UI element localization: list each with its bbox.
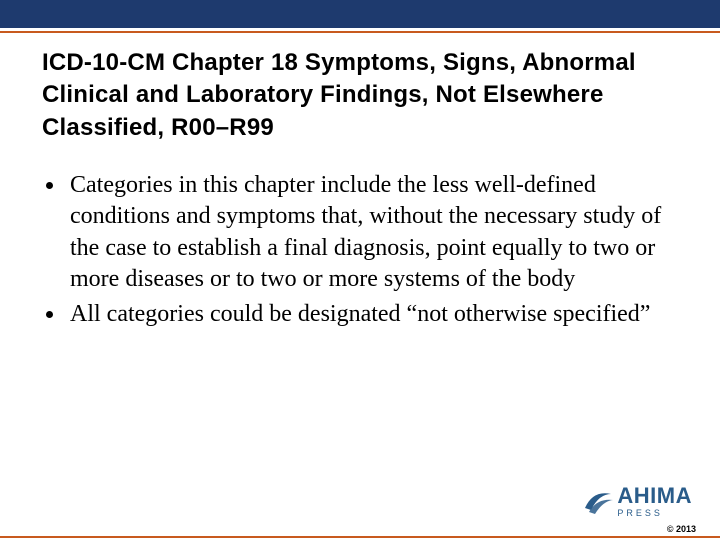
list-item: Categories in this chapter include the l… (66, 170, 678, 295)
list-item: All categories could be designated “not … (66, 299, 678, 330)
logo-block: AHIMA PRESS (581, 484, 692, 518)
logo-swoosh-icon (581, 484, 615, 518)
copyright-text: © 2013 (667, 524, 696, 534)
logo-main-text: AHIMA (617, 485, 692, 507)
logo-text: AHIMA PRESS (617, 485, 692, 518)
bullet-list: Categories in this chapter include the l… (42, 170, 678, 330)
logo-sub-text: PRESS (617, 508, 692, 518)
ahima-logo: AHIMA PRESS (581, 484, 692, 518)
header-bar (0, 0, 720, 28)
bottom-rule (0, 536, 720, 538)
slide-content: ICD-10-CM Chapter 18 Symptoms, Signs, Ab… (0, 33, 720, 330)
slide-title: ICD-10-CM Chapter 18 Symptoms, Signs, Ab… (42, 47, 678, 144)
